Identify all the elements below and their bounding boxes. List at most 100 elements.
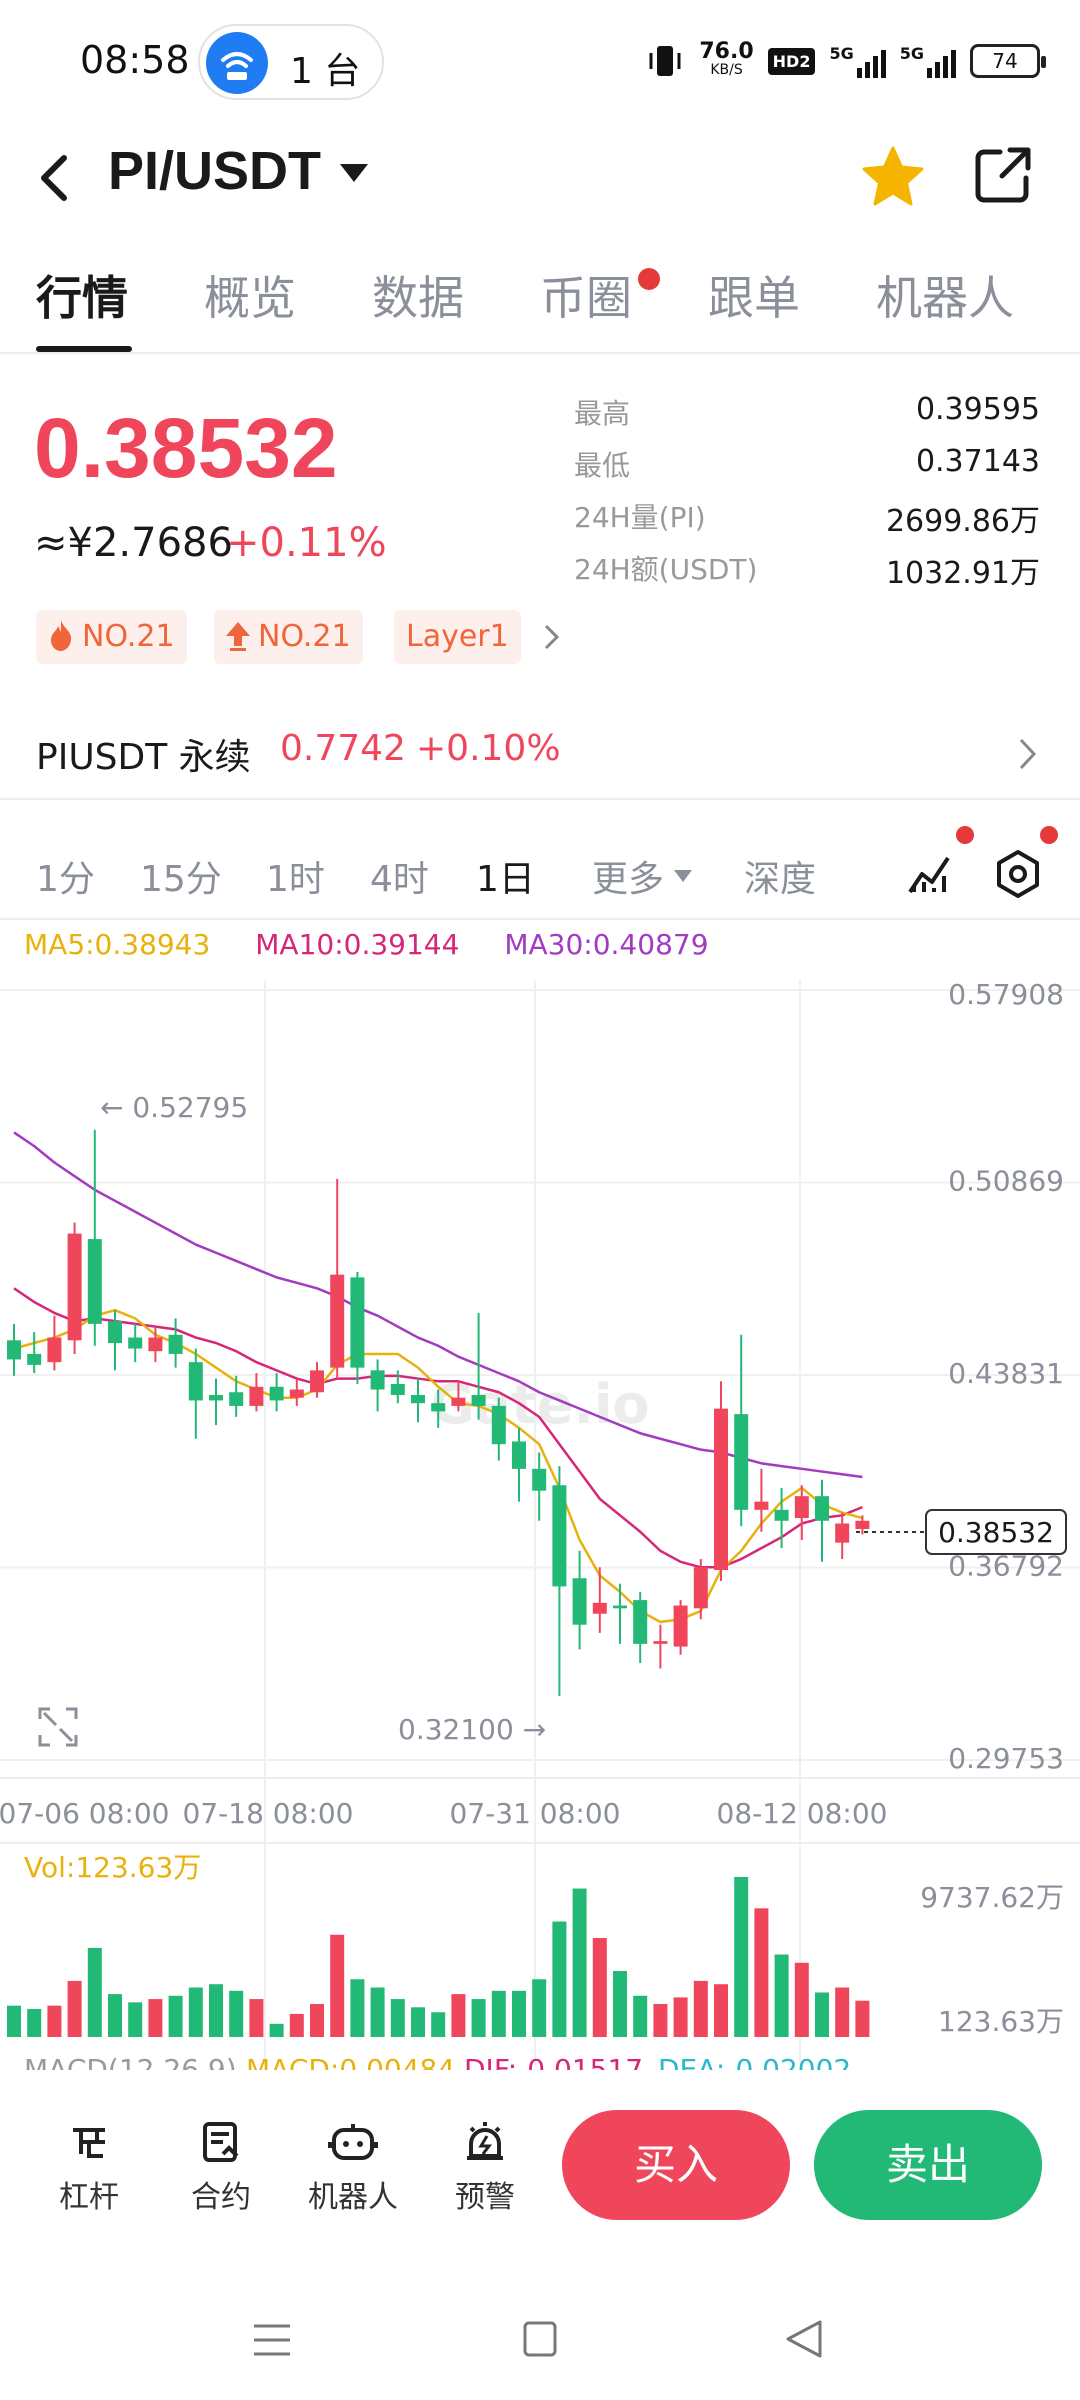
tool-futures[interactable]: 合约 — [176, 2120, 266, 2216]
sell-button[interactable]: 卖出 — [814, 2110, 1042, 2220]
candle-body — [67, 1233, 82, 1341]
volume-bar — [390, 1999, 405, 2037]
stat-low-value: 0.37143 — [915, 444, 1040, 479]
volume-bar — [249, 1999, 264, 2037]
back-nav-icon[interactable] — [784, 2318, 824, 2360]
volume-bar — [330, 1934, 345, 2037]
volume-bar — [310, 2004, 324, 2037]
volume-bar — [411, 2007, 425, 2037]
tool-bot[interactable]: 机器人 — [308, 2120, 398, 2216]
candle-body — [289, 1389, 304, 1398]
interval-1d[interactable]: 1日 — [476, 859, 535, 900]
candle-body — [633, 1600, 648, 1644]
volume-bar — [431, 2012, 446, 2037]
interval-15m[interactable]: 15分 — [140, 859, 222, 900]
volume-bar — [734, 1877, 749, 2037]
tab-overview[interactable]: 概览 — [204, 271, 296, 325]
hotspot-pill[interactable]: 1 台 — [198, 24, 384, 100]
tag-hot-rank[interactable]: NO.21 — [36, 610, 187, 664]
indicator-dot — [956, 826, 974, 844]
candle-body — [209, 1394, 223, 1401]
tool-margin-label: 杠杆 — [59, 2180, 119, 2215]
kline-chart[interactable]: 0.579080.508690.438310.367920.29753Gate.… — [0, 960, 1080, 2080]
volume-bar — [693, 1980, 708, 2037]
home-nav-icon[interactable] — [522, 2320, 558, 2358]
menu-nav-icon[interactable] — [252, 2322, 292, 2358]
interval-depth[interactable]: 深度 — [744, 859, 817, 900]
stat-high-value: 0.39595 — [915, 392, 1040, 427]
pair-dropdown-caret-icon[interactable] — [340, 164, 368, 182]
share-icon[interactable] — [970, 142, 1036, 208]
system-icons: 76.0 KB/S HD2 5G 5G 74 — [645, 36, 1046, 86]
last-price-label: 0.38532 — [938, 1516, 1054, 1549]
settings-dot — [1040, 826, 1058, 844]
candle-body — [815, 1496, 829, 1521]
volume-bar — [774, 1954, 789, 2037]
status-time: 08:58 — [80, 38, 190, 82]
signal-2-icon: 5G — [900, 44, 956, 78]
alarm-icon — [467, 2122, 503, 2160]
volume-bar — [835, 1987, 850, 2037]
ma30-value: MA30:0.40879 — [504, 928, 709, 961]
volume-bar — [673, 1997, 688, 2037]
candle-body — [27, 1353, 42, 1365]
volume-bar — [532, 1979, 547, 2037]
candle-body — [7, 1340, 21, 1360]
back-arrow-icon[interactable] — [30, 148, 80, 208]
volume-axis-top: 9737.62万 — [920, 1881, 1064, 1914]
fullscreen-icon[interactable] — [38, 1707, 78, 1747]
volume-bar — [653, 2004, 668, 2037]
margin-icon — [73, 2128, 105, 2158]
tool-margin[interactable]: 杠杆 — [44, 2120, 134, 2216]
perpetual-name: PIUSDT 永续 — [36, 737, 251, 778]
stat-low-label: 最低 — [574, 449, 631, 482]
price-axis-label: 0.43831 — [948, 1357, 1064, 1390]
tag-gainer-rank[interactable]: NO.21 — [214, 610, 363, 664]
perpetual-row[interactable]: PIUSDT 永续 0.7742 +0.10% — [0, 710, 1080, 800]
candle-body — [168, 1334, 183, 1354]
interval-1m[interactable]: 1分 — [36, 859, 95, 900]
low-marker: 0.32100 → — [398, 1713, 546, 1746]
candle-body — [249, 1386, 264, 1406]
tool-bot-label: 机器人 — [308, 2180, 398, 2215]
candle-body — [754, 1501, 769, 1510]
favorite-star-icon[interactable] — [858, 142, 928, 212]
price-axis-label: 0.50869 — [948, 1165, 1064, 1198]
tag-category[interactable]: Layer1 — [394, 610, 521, 664]
volume-bar — [168, 1995, 183, 2037]
interval-4h[interactable]: 4时 — [370, 859, 429, 900]
candle-body — [794, 1496, 809, 1519]
tab-market[interactable]: 行情 — [36, 271, 128, 325]
interval-1h[interactable]: 1时 — [266, 859, 325, 900]
pair-title[interactable]: PI/USDT — [108, 141, 322, 201]
tab-copy-trade[interactable]: 跟单 — [708, 271, 800, 325]
volume-bar — [128, 2002, 143, 2037]
high-marker: ← 0.52795 — [100, 1091, 248, 1124]
robot-icon — [328, 2124, 378, 2160]
volume-bar — [188, 1987, 203, 2037]
tab-data[interactable]: 数据 — [372, 271, 464, 325]
interval-selector: 1分 15分 1时 4时 1日 更多 深度 — [0, 826, 1080, 920]
tab-community[interactable]: 币圈 — [540, 271, 632, 325]
signal-1-icon: 5G — [829, 44, 886, 78]
price-axis-label: 0.29753 — [948, 1742, 1064, 1775]
settings-icon[interactable] — [992, 848, 1044, 900]
tab-bot[interactable]: 机器人 — [876, 271, 1014, 325]
main-tabs: 行情 概览 数据 币圈 跟单 机器人 — [0, 262, 1080, 354]
candle-body — [714, 1408, 728, 1571]
candle-body — [188, 1362, 203, 1401]
fire-icon — [51, 620, 72, 651]
candle-body — [653, 1641, 668, 1644]
interval-more[interactable]: 更多 — [592, 859, 665, 900]
candle-body — [693, 1567, 708, 1609]
battery-icon: 74 — [970, 44, 1046, 78]
indicator-icon[interactable] — [904, 848, 954, 898]
tool-alert[interactable]: 预警 — [440, 2120, 530, 2216]
tags-more-chevron-icon[interactable] — [540, 620, 564, 654]
buy-button[interactable]: 买入 — [562, 2110, 790, 2220]
candle-body — [47, 1337, 62, 1363]
stat-turnover-label: 24H额(USDT) — [574, 553, 758, 586]
candle-body — [108, 1321, 122, 1344]
price-change: +0.11% — [226, 520, 387, 566]
ma5-value: MA5:0.38943 — [24, 928, 211, 961]
